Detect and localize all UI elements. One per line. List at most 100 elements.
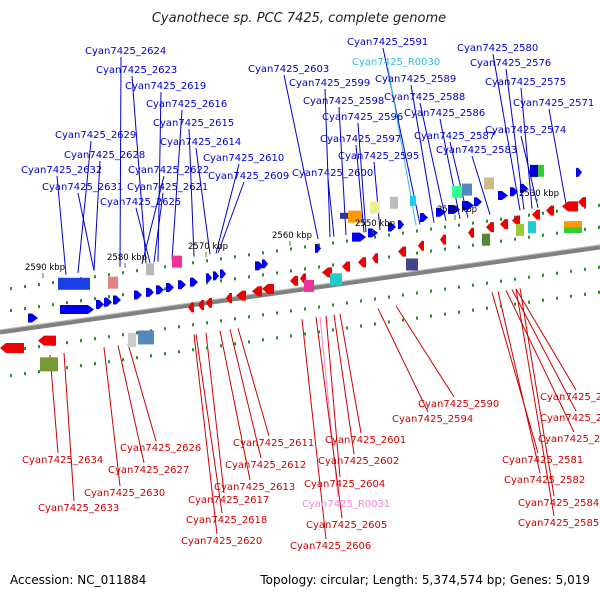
guide-dot [570,294,572,298]
reverse-gene-arrow [562,201,578,212]
leader-line [439,118,461,219]
guide-dot [304,332,306,336]
guide-dot [276,271,278,275]
leader-line [315,317,343,519]
forward-gene-arrow [134,290,142,300]
guide-dot [570,269,572,273]
ruler-label: 2560 kbp [272,231,312,241]
leader-line [497,291,541,474]
guide-dot [360,299,362,303]
genome-backbone [0,244,600,335]
forward-gene-arrow [420,213,428,222]
forward-gene-arrow [576,167,582,177]
guide-dot [206,321,208,325]
guide-dot [10,374,12,378]
gene-label-forward: Cyan7425_2574 [485,125,566,136]
guide-dot [24,285,26,289]
gene-label-forward: Cyan7425_2628 [64,150,145,161]
gene-block [330,273,342,286]
leader-line [205,332,225,494]
guide-dot [290,334,292,338]
gene-label-forward: Cyan7425_2587 [414,131,495,142]
guide-dot [402,231,404,235]
guide-dot [416,251,418,255]
gene-label-forward: Cyan7425_2614 [160,137,241,148]
forward-gene-arrow [60,305,94,314]
guide-dot [416,229,418,233]
gene-label-forward: Cyan7425_2619 [125,81,206,92]
forward-gene-arrow [96,299,104,309]
forward-gene-arrow [113,295,121,305]
leader-line [219,330,251,481]
gene-label-forward: Cyan7425_2622 [128,165,209,176]
guide-dot [528,213,530,217]
guide-dot [318,330,320,334]
reverse-gene-arrow [252,286,262,297]
leader-line [56,175,67,275]
forward-gene-arrow [462,201,474,211]
guide-dot [430,249,432,253]
guide-dot [598,265,600,269]
leader-line [505,290,575,433]
ruler-label: 2570 kbp [188,242,228,252]
guide-dot [318,305,320,309]
track-guide-dots [10,203,600,378]
leader-line [215,163,240,254]
guide-dot [122,333,124,337]
kbp-ruler: 2590 kbp 2580 kbp 2570 kbp 2560 kbp 2550 kbp… [25,189,559,278]
guide-dot [164,287,166,291]
guide-dot [206,259,208,263]
gene-label-reverse: Cyan7425_2617 [188,495,269,506]
gene-label-reverse: Cyan7425_2630 [84,488,165,499]
guide-dot [94,297,96,301]
guide-dot [24,307,26,311]
leader-line [77,192,95,271]
guide-dot [262,251,264,255]
forward-gene-arrow [156,285,164,295]
gene-label-forward: Cyan7425_2599 [289,78,370,89]
guide-dot [584,267,586,271]
leader-line [410,84,435,223]
guide-dot [136,331,138,335]
ruler-label: 2550 kbp [355,219,395,229]
guide-dot [304,267,306,271]
guide-dot [38,283,40,287]
gene-block [564,227,582,234]
gene-label-reverse: Cyan7425_R0031 [302,499,390,510]
guide-dot [374,297,376,301]
reverse-gene-arrow [322,267,332,278]
leader-line [520,135,539,208]
gene-block [128,332,136,347]
guide-dot [262,313,264,317]
guide-dot [542,298,544,302]
leader-line [188,128,195,257]
leader-line [157,91,162,262]
forward-gene-arrow [510,187,518,197]
gene-block [516,223,524,236]
gene-block [462,183,472,196]
gene-label-forward: Cyan7425_2598 [303,96,384,107]
guide-dot [318,243,320,247]
guide-dot [472,308,474,312]
gene-label-forward: Cyan7425_2591 [347,37,428,48]
guide-dot [332,241,334,245]
gene-block [348,210,362,223]
gene-label-reverse: Cyan7425_2585 [518,518,599,529]
gene-label-forward: Cyan7425_2580 [457,43,538,54]
gene-label-forward: Cyan7425_2586 [404,108,485,119]
guide-dot [444,312,446,316]
gene-label-reverse: Cyan7425_2606 [290,541,371,552]
reverse-gene-arrow [512,215,520,226]
guide-dot [94,275,96,279]
guide-dot [234,255,236,259]
guide-dot [458,310,460,314]
leader-line [193,334,218,535]
reverse-gene-arrow [0,343,24,353]
gene-label-forward: Cyan7425_2571 [513,98,594,109]
guide-dot [458,245,460,249]
leader-line [131,75,147,264]
map-title: Cyanothece sp. PCC 7425, complete genome [152,11,446,26]
gene-label-reverse: Cyan7425_2584 [518,498,599,509]
gene-label-forward: Cyan7425_2616 [146,99,227,110]
reverse-gene-arrow [226,292,232,303]
